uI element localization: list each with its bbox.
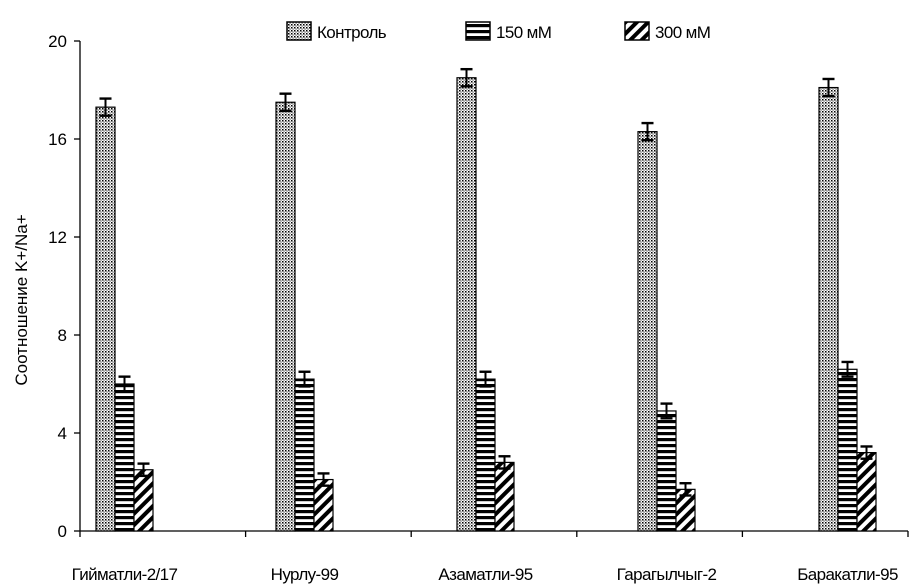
bar xyxy=(294,378,315,532)
bars xyxy=(95,67,877,532)
y-tick-label: 0 xyxy=(58,522,67,541)
legend-label: 150 мМ xyxy=(496,23,551,42)
bar xyxy=(275,101,296,532)
bar xyxy=(475,378,496,532)
y-tick-label: 20 xyxy=(48,32,67,51)
legend-label: 300 мМ xyxy=(655,23,710,42)
bar xyxy=(656,410,677,532)
legend-swatch xyxy=(465,21,491,41)
bar xyxy=(456,77,477,532)
x-category-label: Гийматли-2/17 xyxy=(72,565,178,584)
bar xyxy=(95,106,116,532)
x-category-label: Гарагылчыг-2 xyxy=(617,565,717,584)
x-category-label: Баракатли-95 xyxy=(797,565,898,584)
x-category-label: Азаматли-95 xyxy=(438,565,532,584)
bar xyxy=(818,86,839,532)
y-tick-label: 8 xyxy=(58,326,67,345)
y-tick-label: 16 xyxy=(48,130,67,149)
axes: 0 4 8 12 16 20 xyxy=(48,32,909,541)
legend-swatch xyxy=(624,21,650,41)
bar xyxy=(114,383,135,532)
bar xyxy=(856,452,877,532)
y-tick-label: 4 xyxy=(58,424,67,443)
legend-label: Контроль xyxy=(317,23,387,42)
bar xyxy=(837,368,858,532)
y-axis-title: Соотношение K+/Na+ xyxy=(12,214,31,385)
legend-swatch xyxy=(286,21,312,41)
x-category-label: Нурлу-99 xyxy=(271,565,339,584)
labels: Гийматли-2/17 Нурлу-99 Азаматли-95 Гарагылч… xyxy=(72,565,899,584)
bar xyxy=(133,469,154,532)
y-tick-label: 12 xyxy=(48,228,67,247)
bar xyxy=(637,131,658,532)
bar xyxy=(494,461,515,532)
legend: Контроль 150 мМ 300 мМ xyxy=(286,21,711,42)
bar xyxy=(313,478,334,532)
